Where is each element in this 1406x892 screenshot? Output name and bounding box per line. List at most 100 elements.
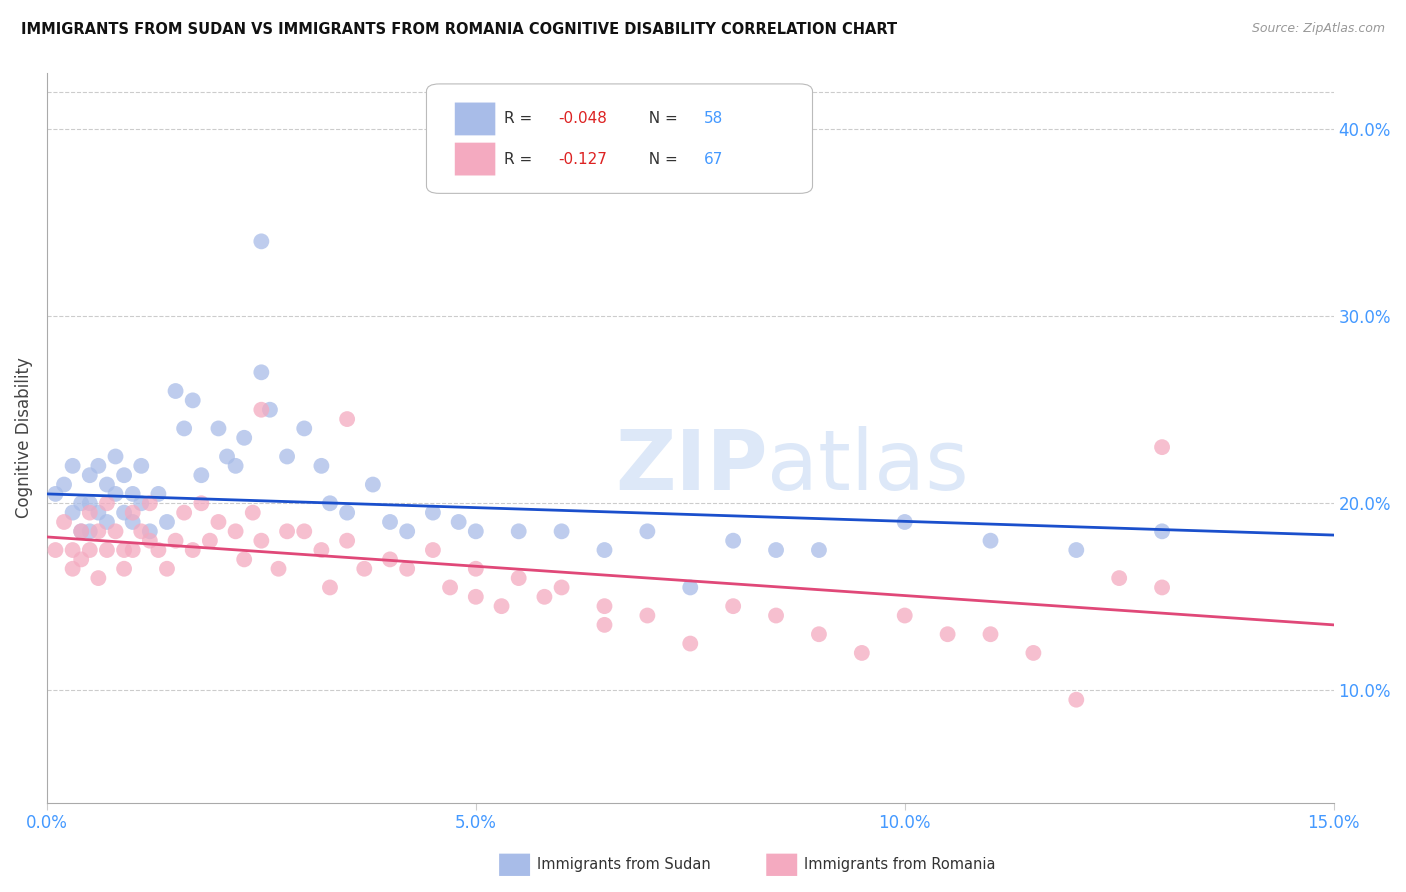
Point [250,402,273,417]
Point [1152,524,1174,539]
Point [129,458,152,473]
Point [96,515,118,529]
Point [112,506,135,520]
Point [636,608,658,623]
Point [533,590,555,604]
Point [121,487,143,501]
Point [508,524,530,539]
Text: -0.127: -0.127 [558,152,607,167]
Point [550,524,572,539]
Point [361,477,384,491]
Point [439,581,461,595]
Point [936,627,959,641]
Point [422,506,444,520]
Point [292,524,315,539]
Point [250,533,273,548]
Point [79,468,101,483]
Point [464,524,486,539]
Point [225,458,247,473]
Point [181,543,204,558]
Point [121,515,143,529]
Point [207,421,229,435]
Point [79,543,101,558]
Text: -0.048: -0.048 [558,112,607,127]
Point [139,524,162,539]
Point [112,543,135,558]
Point [198,533,221,548]
Point [319,496,342,510]
Text: R =: R = [503,112,537,127]
Point [225,524,247,539]
Point [79,496,101,510]
Point [165,384,187,398]
Point [70,524,93,539]
FancyBboxPatch shape [454,143,495,176]
Point [464,590,486,604]
Point [636,524,658,539]
Point [112,468,135,483]
Point [148,487,170,501]
Point [447,515,470,529]
Point [87,524,110,539]
Text: atlas: atlas [768,426,969,508]
Point [336,412,359,426]
Text: Immigrants from Sudan: Immigrants from Sudan [537,857,711,871]
Point [242,506,264,520]
Point [104,450,127,464]
Point [1108,571,1130,585]
Point [70,496,93,510]
Point [1022,646,1045,660]
Point [464,562,486,576]
Point [550,581,572,595]
Point [807,543,830,558]
Text: 58: 58 [703,112,723,127]
Point [233,552,256,566]
Point [173,506,195,520]
Point [378,552,401,566]
Point [44,487,66,501]
Point [53,515,76,529]
Point [139,533,162,548]
Point [70,552,93,566]
Point [129,524,152,539]
Point [491,599,513,614]
Point [215,450,238,464]
Point [44,543,66,558]
Point [62,506,84,520]
Text: 67: 67 [703,152,723,167]
Point [1064,543,1087,558]
Point [79,506,101,520]
Point [96,477,118,491]
Point [181,393,204,408]
Point [396,562,419,576]
Text: R =: R = [503,152,537,167]
Point [807,627,830,641]
Point [259,402,281,417]
Point [96,496,118,510]
Point [112,562,135,576]
Point [104,524,127,539]
Point [979,627,1001,641]
Point [207,515,229,529]
Point [311,543,333,558]
Point [378,515,401,529]
Point [721,599,744,614]
Point [62,562,84,576]
Text: IMMIGRANTS FROM SUDAN VS IMMIGRANTS FROM ROMANIA COGNITIVE DISABILITY CORRELATIO: IMMIGRANTS FROM SUDAN VS IMMIGRANTS FROM… [21,22,897,37]
Text: Source: ZipAtlas.com: Source: ZipAtlas.com [1251,22,1385,36]
Point [593,599,616,614]
Point [1064,692,1087,706]
Point [979,533,1001,548]
Point [336,533,359,548]
Point [233,431,256,445]
Point [156,515,179,529]
Point [53,477,76,491]
Point [121,506,143,520]
Point [893,608,915,623]
Point [679,581,702,595]
Y-axis label: Cognitive Disability: Cognitive Disability [15,358,32,518]
Point [765,608,787,623]
Point [1152,581,1174,595]
Point [87,571,110,585]
Point [851,646,873,660]
